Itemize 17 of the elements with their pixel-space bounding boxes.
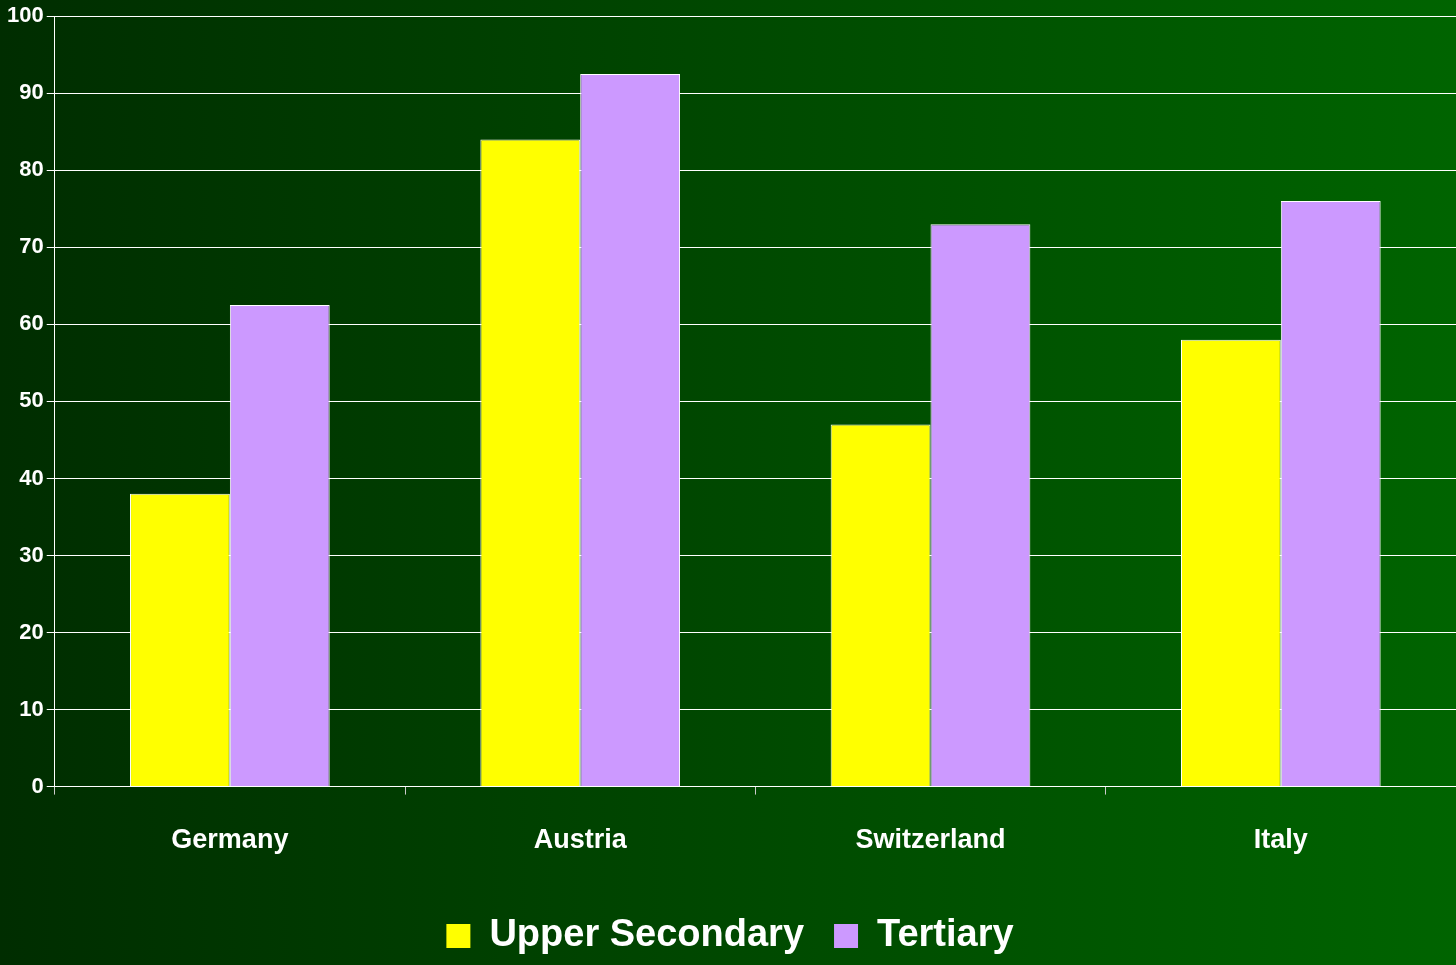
x-tick-label: Austria: [533, 824, 628, 855]
y-tick-label: 80: [19, 156, 44, 182]
y-tick-label: 60: [19, 310, 44, 336]
x-tick-label: Germany: [171, 824, 289, 855]
y-tick-label: 10: [19, 695, 44, 721]
y-tick-label: 50: [19, 387, 44, 413]
legend-label: Tertiary: [877, 912, 1014, 955]
x-tick-label: Italy: [1253, 824, 1308, 855]
legend-label: Upper Secondary: [489, 912, 805, 955]
y-tick-label: 30: [19, 541, 44, 567]
y-tick-label: 70: [19, 233, 44, 259]
y-tick-label: 40: [19, 464, 44, 490]
y-tick-label: 0: [31, 772, 44, 798]
y-tick-label: 20: [19, 618, 44, 644]
x-tick-label: Switzerland: [855, 824, 1006, 855]
y-tick-label: 90: [19, 79, 44, 105]
y-tick-label: 100: [6, 2, 44, 28]
